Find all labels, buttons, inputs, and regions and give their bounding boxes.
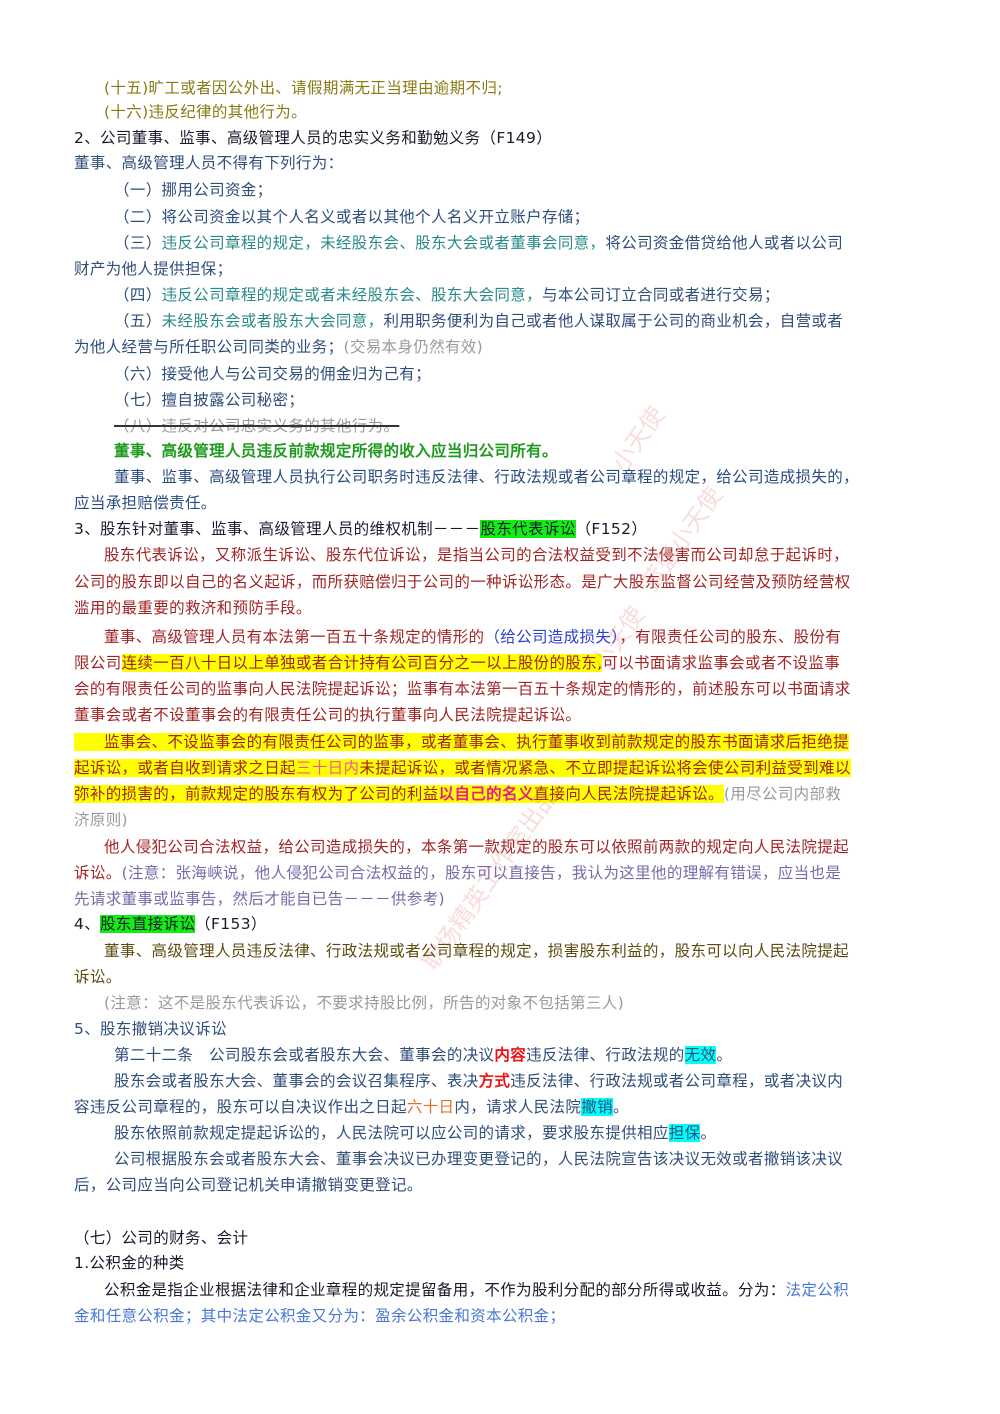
list-item-4: （四）违反公司章程的规定或者未经股东会、股东大会同意，与本公司订立合同或者进行交… [114,286,780,304]
paragraph-f152-1d: 董事会或者不设董事会的有限责任公司的执行董事向人民法院提起诉讼。 [74,706,582,724]
paragraph-f152-2b: 起诉讼，或者自收到请求之日起三十日内未提起诉讼，或者情况紧急、不立即提起诉讼将会… [74,759,851,777]
list-item-2: （二）将公司资金以其个人名义或者以其他个人名义开立账户存储； [114,208,590,226]
section-heading-5: 5、股东撤销决议诉讼 [74,1020,227,1038]
paragraph-intro: 董事、高级管理人员不得有下列行为： [74,154,344,172]
paragraph-f152-3: 他人侵犯公司合法权益，给公司造成损失的，本条第一款规定的股东可以依照前两款的规定… [104,838,849,856]
paragraph-derivative-def-2: 公司的股东即以自己的名义起诉，而所获赔偿归于公司的一种诉讼形态。是广大股东监督公… [74,573,851,591]
paragraph-art22-4b: 后，公司应当向公司登记机关申请撤销变更登记。 [74,1176,423,1194]
note-exhaustion: 济原则) [74,811,128,829]
paragraph-art22-4: 公司根据股东会或者股东大会、董事会决议已办理变更登记的，人民法院宣告该决议无效或… [114,1150,844,1168]
paragraph-f152-1b: 限公司连续一百八十日以上单独或者合计持有公司百分之一以上股份的股东,可以书面请求… [74,654,841,672]
note-reference: 先请求董事或监事告，然后才能自已告－－－供参考) [74,890,445,908]
paragraph-art22-2b: 容违反公司章程的，股东可以自决议作出之日起六十日内，请求人民法院撤销。 [74,1098,629,1116]
paragraph-f153: 董事、高级管理人员违反法律、行政法规或者公司章程的规定，损害股东利益的，股东可以… [104,942,849,960]
paragraph-f152-2c: 弥补的损害的，前款规定的股东有权为了公司的利益以自己的名义直接向人民法院提起诉讼… [74,785,842,803]
highlight-yellow: 连续一百八十日以上单独或者合计持有公司百分之一以上股份的股东, [121,654,603,672]
paragraph-liability-cont: 应当承担赔偿责任。 [74,494,217,512]
paragraph-reserve-cont: 金和任意公积金；其中法定公积金又分为：盈余公积金和资本公积金； [74,1307,566,1325]
paragraph-liability: 董事、监事、高级管理人员执行公司职务时违反法律、行政法规或者公司章程的规定，给公… [114,468,859,486]
note: (交易本身仍然有效) [343,338,484,356]
list-item-3-cont: 财产为他人提供担保； [74,260,233,278]
paragraph-art22-3: 股东依照前款规定提起诉讼的，人民法院可以应公司的请求，要求股东提供相应担保。 [114,1124,717,1142]
list-item-1: （一）挪用公司资金； [114,181,273,199]
paragraph-reserve: 公积金是指企业根据法律和企业章程的规定提留备用，不作为股利分配的部分所得或收益。… [104,1281,849,1299]
paragraph-derivative-def-3: 滥用的最重要的救济和预防手段。 [74,599,312,617]
list-item-16: (十六)违反纪律的其他行为。 [104,103,307,121]
paragraph-art22-2: 股东会或者股东大会、董事会的会议召集程序、表决方式违反法律、行政法规或者公司章程… [114,1072,844,1090]
subsection-heading-1: 1.公积金的种类 [74,1254,185,1272]
highlight-term: 股东代表诉讼 [480,520,576,538]
paragraph-f152-1: 董事、高级管理人员有本法第一百五十条规定的情形的（给公司造成损失），有限责任公司… [104,628,842,646]
paragraph-f152-2: 监事会、不设监事会的有限责任公司的监事，或者董事会、执行董事收到前款规定的股东书… [74,732,849,752]
note-direct-suit: (注意：这不是股东代表诉讼，不要求持股比例，所告的对象不包括第三人) [104,994,624,1012]
section-heading-3: 3、股东针对董事、监事、高级管理人员的维权机制－－－股东代表诉讼（F152） [74,520,648,538]
highlight-term: 股东直接诉讼 [100,915,196,933]
list-item-5: （五）未经股东会或者股东大会同意，利用职务便利为自己或者他人谋取属于公司的商业机… [114,312,844,330]
list-item-6: （六）接受他人与公司交易的佣金归为己有； [114,365,432,383]
chapter-heading-7: （七）公司的财务、会计 [74,1229,249,1247]
section-heading-4: 4、股东直接诉讼（F153） [74,915,267,933]
list-item-3: （三）违反公司章程的规定，未经股东会、股东大会或者董事会同意，将公司资金借贷给他… [114,234,844,252]
section-heading-2: 2、公司董事、监事、高级管理人员的忠实义务和勤勉义务（F149） [74,129,553,147]
list-item-15: (十五)旷工或者因公外出、请假期满无正当理由逾期不归; [104,79,503,97]
paragraph-f153-cont: 诉讼。 [74,968,122,986]
list-item-7: （七）擅自披露公司秘密； [114,391,305,409]
watermark: 小天使 [605,401,671,477]
paragraph-art22-1: 第二十二条 公司股东会或者股东大会、董事会的决议内容违反法律、行政法规的无效。 [114,1046,733,1064]
list-item-8-struck: （八）违反对公司忠实义务的其他行为。 [114,417,400,435]
paragraph-derivative-def: 股东代表诉讼，又称派生诉讼、股东代位诉讼，是指当公司的合法权益受到不法侵害而公司… [104,546,849,564]
list-item-5-cont: 为他人经营与所任职公司同类的业务；(交易本身仍然有效) [74,338,484,356]
paragraph-f152-3b: 诉讼。(注意：张海峡说，他人侵犯公司合法权益的，股东可以直接告，我认为这里他的理… [74,864,842,882]
paragraph-f152-1c: 会的有限责任公司的监事向人民法院提起诉讼；监事有本法第一百五十条规定的情形的，前… [74,680,851,698]
emphasis-paragraph: 董事、高级管理人员违反前款规定所得的收入应当归公司所有。 [114,442,558,460]
